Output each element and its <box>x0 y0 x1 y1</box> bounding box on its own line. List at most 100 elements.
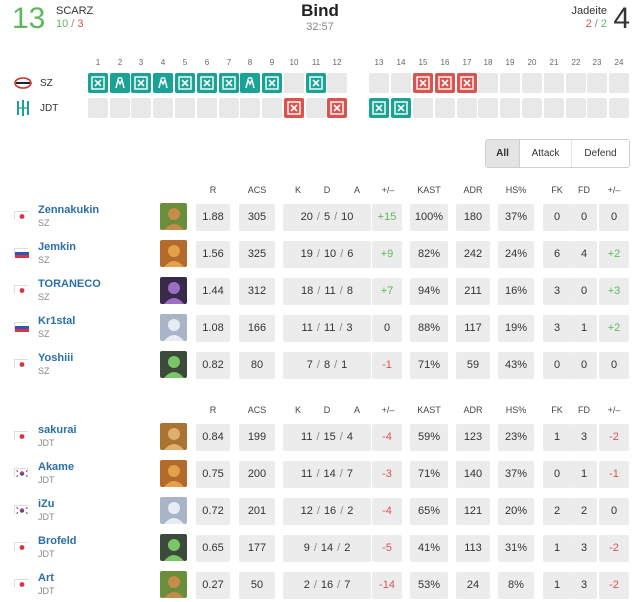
stat-k: 12 <box>300 505 313 517</box>
column-header[interactable]: D <box>323 405 331 415</box>
right-team-losses: 2 <box>600 18 607 30</box>
column-header[interactable]: ACS <box>247 185 267 195</box>
side-filter: All Attack Defend <box>485 139 630 168</box>
stat-r: 1.08 <box>196 315 230 342</box>
player-team: SZ <box>38 218 50 228</box>
column-header[interactable]: ADR <box>463 185 483 195</box>
player-name[interactable]: sakurai <box>38 424 77 436</box>
viper-icon <box>160 534 187 561</box>
player-name[interactable]: Art <box>38 572 54 584</box>
player-name[interactable]: TORANECO <box>38 278 101 290</box>
column-header[interactable]: +/– <box>607 185 621 195</box>
column-header[interactable]: R <box>209 405 217 415</box>
player-team: SZ <box>38 292 50 302</box>
stat-pm: 0 <box>372 315 402 342</box>
column-header[interactable]: ADR <box>463 405 483 415</box>
stat-hs: 24% <box>498 241 534 268</box>
player-name[interactable]: Yoshiii <box>38 352 74 364</box>
column-header[interactable]: R <box>209 185 217 195</box>
stat-pm: +9 <box>372 241 402 268</box>
stat-a: 8 <box>346 285 353 297</box>
stat-acs: 201 <box>239 498 275 525</box>
round-win-elim-icon <box>131 73 151 93</box>
stat-hs: 43% <box>498 352 534 379</box>
column-header[interactable]: +/– <box>381 405 395 415</box>
raze-icon <box>160 460 187 487</box>
stat-adr: 140 <box>456 461 490 488</box>
round-empty-cell <box>175 98 195 118</box>
kda-cell: 20/5/10 <box>283 204 371 231</box>
stat-kast: 82% <box>410 241 448 268</box>
round-number: 10 <box>289 58 299 67</box>
player-name[interactable]: iZu <box>38 498 55 510</box>
round-empty-cell <box>131 98 151 118</box>
column-header[interactable]: A <box>353 185 360 195</box>
round-number: 13 <box>374 58 384 67</box>
column-header[interactable]: FK <box>551 185 563 195</box>
stat-k: 11 <box>301 468 313 480</box>
column-header[interactable]: D <box>323 185 331 195</box>
kda-cell: 11/14/7 <box>283 461 371 488</box>
column-header[interactable]: KAST <box>417 405 441 415</box>
column-header[interactable]: +/– <box>381 185 395 195</box>
stat-fk: 0 <box>543 352 571 379</box>
column-header[interactable]: HS% <box>505 185 527 195</box>
round-empty-cell <box>435 98 455 118</box>
player-name[interactable]: Kr1stal <box>38 315 76 327</box>
scarz-logo-icon <box>14 74 32 92</box>
player-name[interactable]: Brofeld <box>38 535 77 547</box>
round-empty-cell <box>327 73 347 93</box>
player-row: Kr1stal SZ 1.08 166 11/11/3 0 88% 117 19% 3 1 +2 <box>0 312 640 344</box>
stat-r: 1.44 <box>196 278 230 305</box>
column-header[interactable]: K <box>294 405 301 415</box>
filter-attack-button[interactable]: Attack <box>520 140 572 167</box>
round-number: 1 <box>95 58 101 67</box>
stat-acs: 199 <box>239 424 275 451</box>
column-header[interactable]: FD <box>578 185 590 195</box>
left-team-wins: 10 <box>56 18 69 30</box>
column-header[interactable]: A <box>353 405 360 415</box>
round-win-defuse-icon <box>110 73 130 93</box>
round-win-elim-icon <box>284 98 304 118</box>
player-row: Art JDT 0.27 50 2/16/7 -14 53% 24 8% 1 3 -2 <box>0 569 640 601</box>
stat-fpm: +3 <box>599 278 629 305</box>
player-team: JDT <box>38 549 55 559</box>
stat-k: 19 <box>300 248 313 260</box>
round-win-elim-icon <box>306 73 326 93</box>
stat-d: 15 <box>323 431 336 443</box>
player-row: Jemkin SZ 1.56 325 19/10/6 +9 82% 242 24% 6 4 +2 <box>0 238 640 270</box>
jadeite-logo-icon <box>14 99 32 117</box>
column-header[interactable]: K <box>294 185 301 195</box>
filter-all-button[interactable]: All <box>486 140 520 167</box>
player-team: SZ <box>38 366 50 376</box>
stat-hs: 19% <box>498 315 534 342</box>
round-empty-cell <box>457 98 477 118</box>
flag-jp-icon <box>14 211 29 221</box>
round-empty-cell <box>587 73 607 93</box>
stat-fk: 1 <box>543 424 571 451</box>
player-name[interactable]: Akame <box>38 461 75 473</box>
column-header[interactable]: FD <box>578 405 590 415</box>
left-team-losses: 3 <box>77 18 84 30</box>
stat-r: 0.75 <box>196 461 230 488</box>
column-header[interactable]: KAST <box>417 185 441 195</box>
round-empty-cell <box>566 73 586 93</box>
column-header[interactable]: HS% <box>505 405 527 415</box>
player-name[interactable]: Jemkin <box>38 241 76 253</box>
column-header[interactable]: ACS <box>247 405 267 415</box>
round-win-defuse-icon <box>240 73 260 93</box>
stat-d: 5 <box>323 211 331 223</box>
column-header[interactable]: +/– <box>607 405 621 415</box>
right-team-name[interactable]: Jadeite <box>571 5 607 17</box>
player-name[interactable]: Zennakukin <box>38 204 100 216</box>
filter-defend-button[interactable]: Defend <box>584 148 617 159</box>
stat-fd: 3 <box>571 424 597 451</box>
left-team-name[interactable]: SCARZ <box>56 5 94 17</box>
stat-fk: 3 <box>543 315 571 342</box>
viper-icon <box>160 351 187 378</box>
column-header[interactable]: FK <box>551 405 563 415</box>
round-win-elim-icon <box>457 73 477 93</box>
stat-a: 10 <box>341 211 354 223</box>
stat-fpm: -1 <box>599 461 629 488</box>
stat-hs: 8% <box>498 572 534 599</box>
